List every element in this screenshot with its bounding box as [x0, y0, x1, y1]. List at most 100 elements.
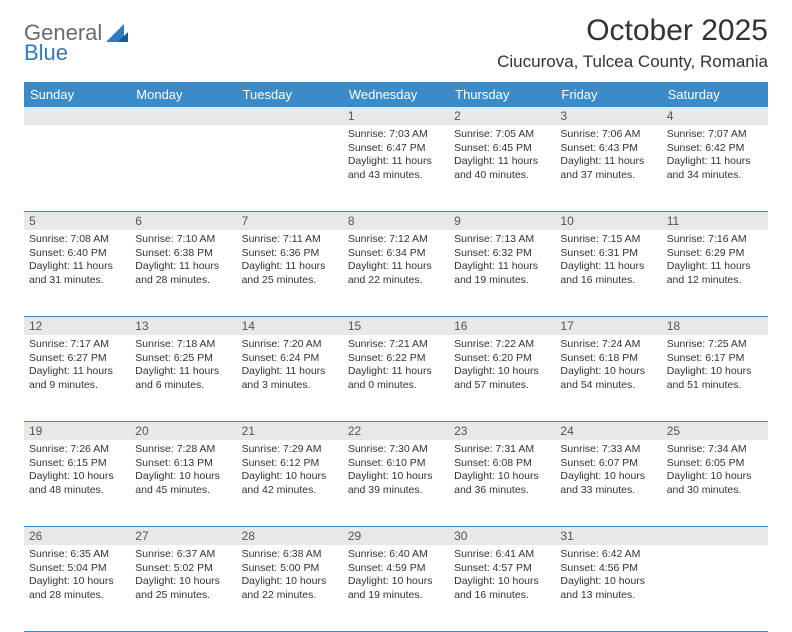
daylight-text-2: and 48 minutes.	[29, 484, 125, 498]
daylight-text-1: Daylight: 10 hours	[667, 365, 763, 379]
day-number: 6	[130, 212, 236, 230]
sunset-text: Sunset: 6:47 PM	[348, 142, 444, 156]
sunrise-text: Sunrise: 6:37 AM	[135, 548, 231, 562]
sunset-text: Sunset: 4:59 PM	[348, 562, 444, 576]
day-cell: Sunrise: 7:26 AMSunset: 6:15 PMDaylight:…	[24, 440, 130, 526]
sunset-text: Sunset: 4:57 PM	[454, 562, 550, 576]
daylight-text-2: and 22 minutes.	[348, 274, 444, 288]
daylight-text-2: and 22 minutes.	[242, 589, 338, 603]
daylight-text-2: and 51 minutes.	[667, 379, 763, 393]
day-cell: Sunrise: 6:37 AMSunset: 5:02 PMDaylight:…	[130, 545, 236, 631]
sunrise-text: Sunrise: 7:06 AM	[560, 128, 656, 142]
sunrise-text: Sunrise: 7:20 AM	[242, 338, 338, 352]
day-number: 1	[343, 107, 449, 125]
weekday-header: Thursday	[449, 82, 555, 107]
day-cell: Sunrise: 6:40 AMSunset: 4:59 PMDaylight:…	[343, 545, 449, 631]
day-number: 4	[662, 107, 768, 125]
daylight-text-2: and 36 minutes.	[454, 484, 550, 498]
day-cell: Sunrise: 7:03 AMSunset: 6:47 PMDaylight:…	[343, 125, 449, 211]
daynum-row: 19202122232425	[24, 422, 768, 440]
sunset-text: Sunset: 6:05 PM	[667, 457, 763, 471]
day-number: 7	[237, 212, 343, 230]
sunset-text: Sunset: 6:32 PM	[454, 247, 550, 261]
day-cell: Sunrise: 7:24 AMSunset: 6:18 PMDaylight:…	[555, 335, 661, 421]
day-cell: Sunrise: 7:15 AMSunset: 6:31 PMDaylight:…	[555, 230, 661, 316]
day-cell: Sunrise: 7:34 AMSunset: 6:05 PMDaylight:…	[662, 440, 768, 526]
title-block: October 2025 Ciucurova, Tulcea County, R…	[497, 14, 768, 72]
week: 567891011Sunrise: 7:08 AMSunset: 6:40 PM…	[24, 212, 768, 317]
day-number: 15	[343, 317, 449, 335]
sunrise-text: Sunrise: 7:11 AM	[242, 233, 338, 247]
sunrise-text: Sunrise: 7:08 AM	[29, 233, 125, 247]
week: 19202122232425Sunrise: 7:26 AMSunset: 6:…	[24, 422, 768, 527]
sunrise-text: Sunrise: 6:40 AM	[348, 548, 444, 562]
daylight-text-1: Daylight: 11 hours	[29, 365, 125, 379]
day-cell: Sunrise: 7:16 AMSunset: 6:29 PMDaylight:…	[662, 230, 768, 316]
weekday-header: Friday	[555, 82, 661, 107]
sunrise-text: Sunrise: 7:17 AM	[29, 338, 125, 352]
daylight-text-1: Daylight: 10 hours	[242, 575, 338, 589]
daylight-text-1: Daylight: 11 hours	[348, 260, 444, 274]
daylight-text-1: Daylight: 10 hours	[29, 575, 125, 589]
daylight-text-2: and 28 minutes.	[29, 589, 125, 603]
month-title: October 2025	[497, 14, 768, 48]
weekday-header: Sunday	[24, 82, 130, 107]
day-cell	[24, 125, 130, 211]
daylight-text-1: Daylight: 11 hours	[560, 260, 656, 274]
daylight-text-1: Daylight: 11 hours	[242, 365, 338, 379]
sunrise-text: Sunrise: 7:16 AM	[667, 233, 763, 247]
sunrise-text: Sunrise: 7:07 AM	[667, 128, 763, 142]
daylight-text-2: and 19 minutes.	[454, 274, 550, 288]
daylight-text-1: Daylight: 10 hours	[454, 575, 550, 589]
logo-text-blue: Blue	[24, 40, 68, 66]
sunset-text: Sunset: 6:18 PM	[560, 352, 656, 366]
daylight-text-2: and 30 minutes.	[667, 484, 763, 498]
day-cell: Sunrise: 7:18 AMSunset: 6:25 PMDaylight:…	[130, 335, 236, 421]
day-cell: Sunrise: 7:30 AMSunset: 6:10 PMDaylight:…	[343, 440, 449, 526]
header: General October 2025 Ciucurova, Tulcea C…	[24, 14, 768, 72]
daylight-text-1: Daylight: 10 hours	[454, 470, 550, 484]
sunset-text: Sunset: 6:22 PM	[348, 352, 444, 366]
daylight-text-1: Daylight: 11 hours	[667, 155, 763, 169]
week: 12131415161718Sunrise: 7:17 AMSunset: 6:…	[24, 317, 768, 422]
sunset-text: Sunset: 6:27 PM	[29, 352, 125, 366]
day-number: 10	[555, 212, 661, 230]
sunset-text: Sunset: 6:31 PM	[560, 247, 656, 261]
sunrise-text: Sunrise: 7:22 AM	[454, 338, 550, 352]
weekday-header: Wednesday	[343, 82, 449, 107]
sunrise-text: Sunrise: 7:30 AM	[348, 443, 444, 457]
sunrise-text: Sunrise: 7:21 AM	[348, 338, 444, 352]
day-cell: Sunrise: 7:28 AMSunset: 6:13 PMDaylight:…	[130, 440, 236, 526]
sunset-text: Sunset: 6:43 PM	[560, 142, 656, 156]
sunrise-text: Sunrise: 6:42 AM	[560, 548, 656, 562]
day-cell: Sunrise: 6:35 AMSunset: 5:04 PMDaylight:…	[24, 545, 130, 631]
daylight-text-2: and 25 minutes.	[242, 274, 338, 288]
day-number: 2	[449, 107, 555, 125]
day-number: 17	[555, 317, 661, 335]
sunset-text: Sunset: 6:42 PM	[667, 142, 763, 156]
day-number: 14	[237, 317, 343, 335]
daylight-text-2: and 54 minutes.	[560, 379, 656, 393]
day-number: 29	[343, 527, 449, 545]
sunrise-text: Sunrise: 7:24 AM	[560, 338, 656, 352]
daylight-text-1: Daylight: 11 hours	[560, 155, 656, 169]
sunrise-text: Sunrise: 7:33 AM	[560, 443, 656, 457]
day-number	[24, 107, 130, 125]
daylight-text-1: Daylight: 11 hours	[135, 260, 231, 274]
day-cell: Sunrise: 7:11 AMSunset: 6:36 PMDaylight:…	[237, 230, 343, 316]
daylight-text-1: Daylight: 10 hours	[560, 365, 656, 379]
sunset-text: Sunset: 6:38 PM	[135, 247, 231, 261]
sunset-text: Sunset: 5:04 PM	[29, 562, 125, 576]
week: 262728293031Sunrise: 6:35 AMSunset: 5:04…	[24, 527, 768, 632]
sunrise-text: Sunrise: 7:31 AM	[454, 443, 550, 457]
sunset-text: Sunset: 5:02 PM	[135, 562, 231, 576]
weekday-header: Monday	[130, 82, 236, 107]
day-cell: Sunrise: 7:29 AMSunset: 6:12 PMDaylight:…	[237, 440, 343, 526]
day-number: 19	[24, 422, 130, 440]
day-number: 5	[24, 212, 130, 230]
week: 1234Sunrise: 7:03 AMSunset: 6:47 PMDayli…	[24, 107, 768, 212]
sunrise-text: Sunrise: 7:10 AM	[135, 233, 231, 247]
daylight-text-2: and 16 minutes.	[454, 589, 550, 603]
sunset-text: Sunset: 6:24 PM	[242, 352, 338, 366]
daylight-text-1: Daylight: 11 hours	[242, 260, 338, 274]
